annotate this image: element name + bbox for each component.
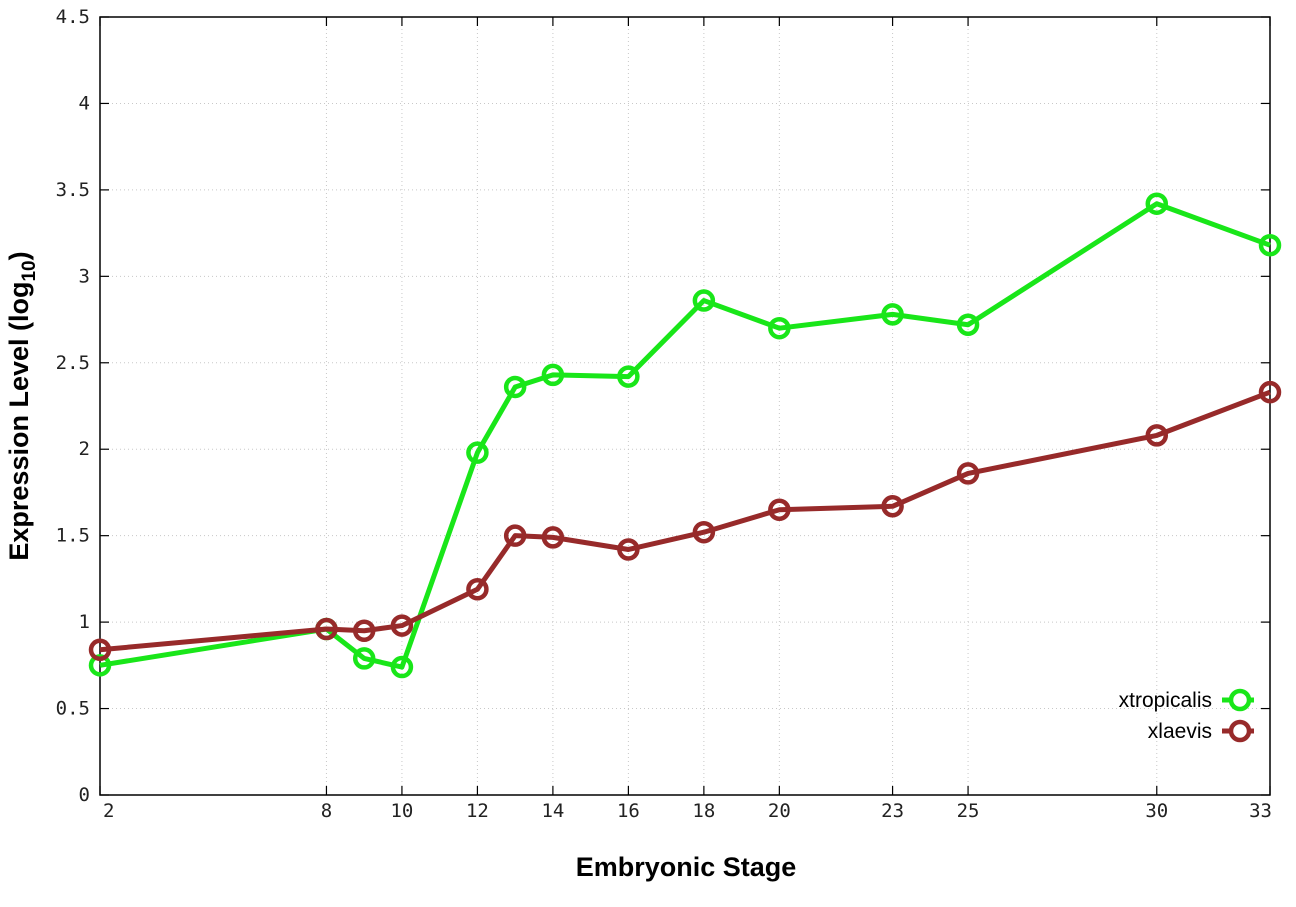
series-layer [88,192,1282,679]
legend-marker [1228,719,1252,743]
y-tick-label: 2.5 [56,352,90,374]
data-point [956,462,980,485]
y-axis-title-subscript: 10 [19,260,40,281]
data-point [466,578,489,601]
series-xtropicalis [88,192,1282,679]
data-point [88,638,112,662]
data-point [768,498,791,521]
y-tick-label: 1.5 [56,525,90,547]
data-point [352,619,376,643]
legend-entry-xtropicalis: xtropicalis [1119,688,1254,712]
y-tick-label: 0.5 [56,698,90,720]
series-line-xlaevis [99,389,1271,653]
data-point [768,316,791,340]
data-point [352,647,376,670]
legend: xtropicalis xlaevis [1119,688,1254,743]
data-point [1258,380,1282,404]
legend-entry-xlaevis: xlaevis [1148,719,1254,743]
x-tick-label: 8 [321,800,332,822]
data-point [1258,233,1282,257]
x-tick-label: 23 [881,800,904,822]
y-tick-label: 2 [79,438,90,460]
x-tick-label: 18 [692,800,715,822]
y-tick-label: 3 [79,265,90,287]
y-tick-label: 1 [79,611,90,633]
x-axis-title: Embryonic Stage [576,852,797,882]
y-tick-label: 4 [79,92,90,114]
x-tick-label: 30 [1145,800,1168,822]
data-point [617,538,640,561]
data-point [1145,424,1169,447]
x-tick-label: 12 [466,800,489,822]
data-point [956,313,980,336]
data-point [541,363,565,387]
y-tick-label: 0 [79,784,90,806]
series-xlaevis [88,380,1282,662]
axis-ticks: 0 0.5 1 1.5 2 2.5 3 3.5 4 4.5 2 8 10 12 14 16 18 20 23 25 30… [56,6,1272,822]
grid [100,17,1270,795]
data-point [541,526,565,549]
data-point [503,375,527,399]
data-point [88,654,112,677]
data-point [466,441,489,464]
x-tick-label: 16 [617,800,640,822]
legend-label: xlaevis [1148,720,1212,743]
data-point [390,655,414,679]
data-point [503,524,527,547]
y-axis-title: Expression Level (log10) [4,251,40,560]
x-tick-label: 33 [1249,800,1272,822]
x-tick-label: 20 [768,800,791,822]
data-point [692,289,716,312]
data-point [1145,192,1169,215]
series-line-xtropicalis [99,201,1271,670]
x-tick-label: 2 [103,800,114,822]
plot-frame [99,16,1271,796]
x-tick-label: 25 [957,800,980,822]
y-tick-label: 3.5 [56,179,90,201]
data-point [881,495,904,518]
data-point [617,365,640,388]
legend-marker [1228,688,1252,712]
legend-label: xtropicalis [1119,689,1212,712]
x-tick-label: 10 [390,800,413,822]
data-point [881,303,904,326]
data-point [315,617,338,641]
x-tick-label: 14 [541,800,564,822]
data-point [390,614,414,637]
y-tick-label: 4.5 [56,6,90,28]
data-point [692,520,716,544]
